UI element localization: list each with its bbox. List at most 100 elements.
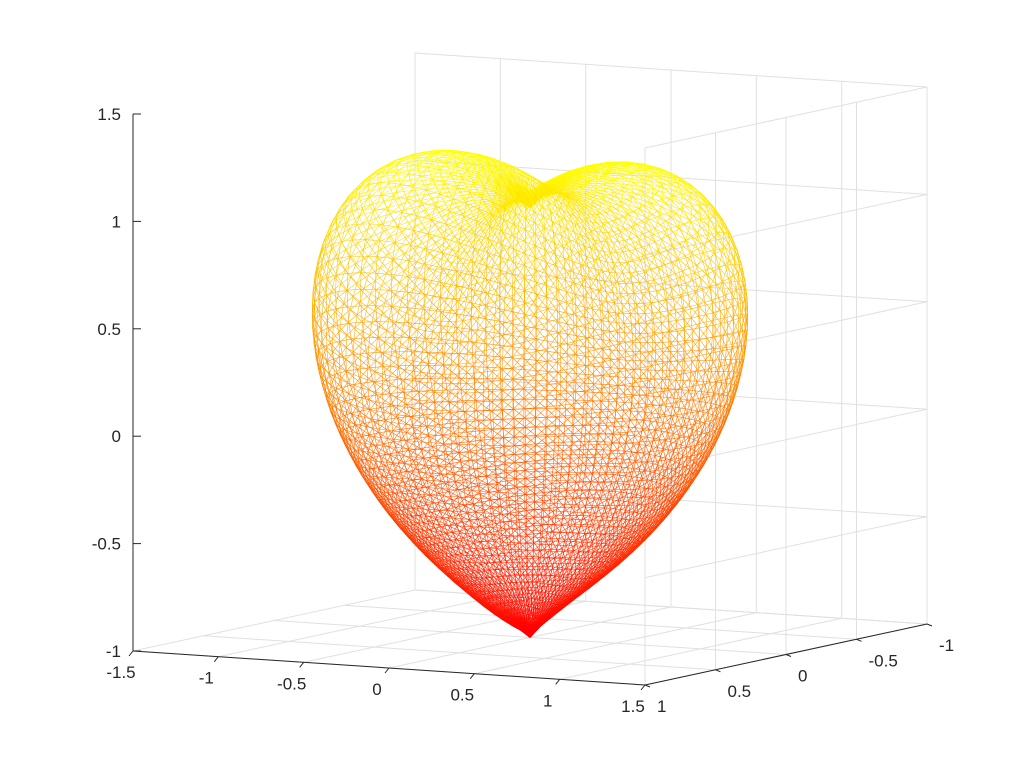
mesh-edge (356, 209, 360, 217)
mesh-edge (358, 216, 363, 224)
mesh-edge (613, 179, 615, 193)
mesh-edge (409, 165, 412, 171)
mesh-edge (692, 277, 701, 281)
mesh-edge (440, 176, 442, 181)
mesh-edge (639, 207, 648, 222)
mesh-edge (409, 169, 425, 172)
mesh-edge (613, 230, 620, 232)
mesh-edge (350, 276, 358, 283)
mesh-edge (660, 186, 676, 192)
mesh-edge (476, 339, 485, 342)
mesh-edge (693, 215, 703, 229)
mesh-edge (657, 264, 665, 268)
mesh-edge (691, 189, 693, 194)
mesh-edge (504, 169, 514, 180)
mesh-edge (476, 329, 478, 341)
mesh-edge (719, 218, 729, 233)
mesh-edge (462, 319, 471, 321)
mesh-edge (421, 223, 436, 231)
mesh-edge (346, 282, 358, 291)
mesh-edge (443, 188, 447, 193)
mesh-edge (622, 176, 624, 188)
mesh-edge (642, 176, 651, 180)
mesh-edge (687, 196, 691, 201)
mesh-edge (556, 262, 559, 277)
mesh-edge (636, 223, 650, 232)
mesh-edge (706, 274, 710, 288)
mesh-edge (467, 201, 471, 205)
mesh-edge (436, 159, 440, 170)
mesh-edge (601, 303, 604, 319)
mesh-edge (419, 154, 435, 156)
mesh-edge (503, 298, 506, 311)
mesh-edge (574, 283, 576, 295)
mesh-edge (463, 262, 470, 264)
mesh-edge (369, 208, 375, 224)
mesh-edge (475, 249, 480, 262)
mesh-edge (409, 179, 411, 186)
mesh-edge (398, 198, 402, 205)
mesh-edge (374, 280, 382, 287)
mesh-edge (682, 207, 691, 222)
mesh-edge (484, 339, 486, 351)
mesh-edge (380, 249, 387, 256)
mesh-edge (651, 188, 654, 204)
mesh-edge (427, 166, 433, 180)
mesh-edge (436, 234, 450, 243)
mesh-edge (402, 297, 410, 302)
mesh-edge (577, 194, 581, 197)
mesh-edge (482, 212, 486, 215)
mesh-edge (434, 256, 441, 260)
mesh-edge (459, 297, 467, 299)
mesh-edge (393, 219, 399, 226)
mesh-edge (425, 179, 427, 185)
mesh-edge (370, 293, 378, 299)
mesh-edge (425, 179, 442, 181)
mesh-edge (441, 244, 448, 249)
mesh-edge (685, 236, 698, 241)
mesh-edge (702, 257, 710, 262)
mesh-edge (441, 180, 443, 185)
mesh-edge (652, 215, 660, 236)
mesh-edge (369, 204, 373, 212)
mesh-edge (672, 191, 677, 196)
mesh-edge (595, 177, 598, 189)
mesh-edge (485, 213, 489, 215)
mesh-edge (368, 275, 376, 282)
mesh-edge (455, 320, 464, 322)
mesh-edge (633, 259, 641, 262)
mesh-edge (699, 204, 701, 220)
mesh-edge (647, 201, 662, 208)
mesh-edge (393, 196, 408, 200)
mesh-edge (373, 262, 381, 269)
mesh-edge (463, 251, 469, 264)
mesh-edge (397, 227, 412, 246)
mesh-edge (624, 203, 639, 209)
mesh-edge (534, 295, 547, 314)
mesh-edge (699, 277, 710, 288)
mesh-edge (473, 247, 488, 253)
mesh-edge (459, 206, 474, 211)
mesh-edge (445, 206, 457, 216)
mesh-edge (362, 322, 372, 332)
mesh-edge (473, 247, 488, 266)
mesh-edge (404, 209, 409, 216)
mesh-edge (439, 227, 445, 232)
mesh-edge (478, 194, 494, 196)
mesh-edge (441, 163, 443, 167)
mesh-edge (642, 188, 653, 193)
mesh-edge (445, 192, 449, 197)
mesh-edge (532, 189, 537, 196)
mesh-edge (671, 244, 678, 261)
mesh-edge (452, 342, 461, 344)
mesh-edge (412, 190, 415, 196)
mesh-edge (678, 282, 686, 286)
mesh-edge (394, 174, 410, 181)
mesh-edge (615, 175, 618, 179)
mesh-edge (646, 255, 654, 259)
mesh-edge (452, 187, 458, 199)
mesh-edge (613, 292, 621, 294)
mesh-edge (663, 287, 672, 290)
mesh-edge (452, 262, 458, 264)
